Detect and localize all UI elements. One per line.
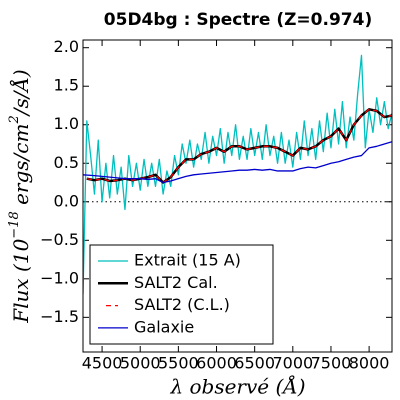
legend-label: SALT2 Cal. <box>134 273 218 292</box>
y-tick-label: −1.0 <box>40 268 79 287</box>
y-tick-label: 0.5 <box>54 153 79 172</box>
legend-label: SALT2 (C.L.) <box>134 295 230 314</box>
y-label-part: ergs/cm <box>9 124 33 212</box>
x-axis-label: λ observé (Å) <box>169 374 305 399</box>
y-label-part: Flux (10 <box>9 238 33 323</box>
plot-frame <box>82 39 393 353</box>
series-line <box>83 141 392 184</box>
x-tick-label: 7000 <box>272 354 313 373</box>
y-axis-label: Flux (10−18 ergs/cm2/s/Å) <box>7 69 33 324</box>
x-tick-label: 7500 <box>311 354 352 373</box>
x-tick-label: 8000 <box>349 354 390 373</box>
series-line <box>83 54 392 295</box>
x-tick-label: 6000 <box>196 354 237 373</box>
x-tick-label: 5500 <box>158 354 199 373</box>
legend-label: Galaxie <box>134 317 194 336</box>
chart-title: 05D4bg : Spectre (Z=0.974) <box>104 10 372 30</box>
y-tick-label: 0.0 <box>54 191 79 210</box>
y-tick-label: 2.0 <box>54 37 79 56</box>
y-tick-label: −1.5 <box>40 307 79 326</box>
x-tick-label: 6500 <box>234 354 275 373</box>
y-label-part: 2 <box>7 115 22 124</box>
series-line <box>86 108 392 184</box>
y-tick-label: 1.0 <box>54 114 79 133</box>
x-tick-label: 5000 <box>120 354 161 373</box>
y-tick-label: −0.5 <box>40 230 79 249</box>
y-tick-label: 1.5 <box>54 76 79 95</box>
y-label-part: /s/Å) <box>8 69 33 117</box>
x-tick-label: 4500 <box>82 354 123 373</box>
legend-label: Extrait (15 A) <box>134 251 241 270</box>
y-label-part: −18 <box>7 211 22 238</box>
